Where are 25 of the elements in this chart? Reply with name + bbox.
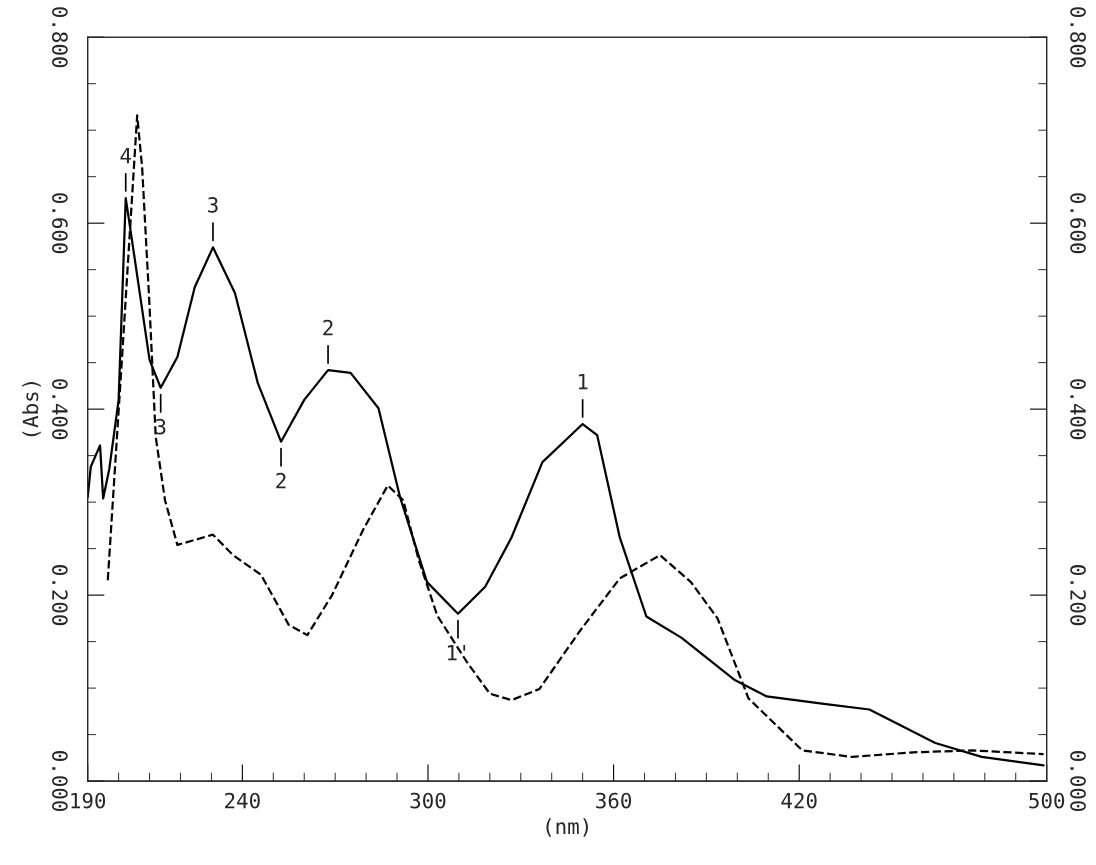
y2-tick-label: 0.800	[1070, 7, 1086, 68]
x-tick-label: 190	[71, 792, 106, 809]
y-tick-label: 0.800	[52, 7, 68, 68]
x-tick-label: 240	[225, 792, 260, 809]
annotation: 3	[208, 197, 218, 213]
x-axis-title: (nm)	[546, 818, 588, 837]
y-tick-label: 0.200	[52, 565, 68, 626]
y2-tick-label: 0.400	[1070, 379, 1086, 440]
annotation: 4	[120, 147, 132, 164]
y-tick-label: 0.000	[52, 751, 68, 812]
y-tick-label: 0.400	[52, 379, 68, 440]
y-axis-title: (Abs)	[22, 382, 41, 437]
annotation: 2	[276, 472, 286, 489]
y2-tick-label: 0.000	[1070, 751, 1086, 812]
y-tick-label: 0.600	[52, 193, 68, 254]
x-tick-label: 500	[1029, 792, 1065, 809]
y2-tick-label: 0.600	[1070, 193, 1086, 254]
annotation: 2	[323, 319, 333, 336]
annotation: 1	[578, 373, 588, 390]
x-tick-label: 300	[410, 792, 446, 809]
y2-tick-label: 0.200	[1070, 565, 1086, 626]
annotation: 3	[155, 418, 166, 435]
annotation: 1'	[447, 645, 466, 661]
x-tick-label: 420	[781, 792, 817, 809]
x-tick-label: 360	[596, 792, 632, 809]
